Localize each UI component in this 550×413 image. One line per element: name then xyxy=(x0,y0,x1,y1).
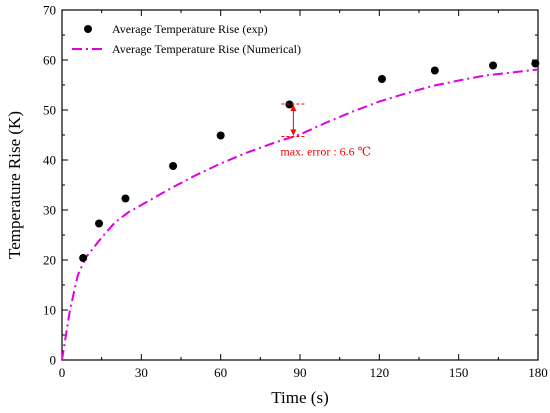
x-tick-label: 60 xyxy=(214,365,227,380)
exp-data-point xyxy=(285,100,294,109)
x-tick-label: 120 xyxy=(370,365,390,380)
exp-data-point xyxy=(489,61,498,70)
x-tick-label: 90 xyxy=(294,365,307,380)
exp-data-point xyxy=(377,75,386,83)
y-tick-label: 30 xyxy=(43,203,56,218)
error-annotation-label: max. error : 6.6 ℃ xyxy=(280,145,371,159)
plot-area: 0 30 60 90 120 150 180 0 10 20 30 40 50 60 70 Time (s) T… xyxy=(5,3,548,408)
exp-data-point xyxy=(121,194,130,203)
exp-data-point xyxy=(430,66,439,75)
y-tick-label: 50 xyxy=(43,103,56,118)
y-axis-title: Temperature Rise (K) xyxy=(5,111,24,259)
plot-frame xyxy=(61,9,539,361)
exp-data-point xyxy=(79,254,88,262)
annotation: max. error : 6.6 ℃ xyxy=(280,103,371,159)
error-arrow-head-down xyxy=(290,129,297,136)
legend: Average Temperature Rise (exp) Average Te… xyxy=(72,22,301,56)
y-tick-label: 70 xyxy=(43,3,56,18)
exp-data-point xyxy=(95,219,104,228)
legend-exp-marker xyxy=(84,25,92,33)
y-tick-label: 0 xyxy=(50,353,57,368)
exp-data-point xyxy=(169,162,178,170)
error-arrow-head-up xyxy=(290,105,297,111)
exp-data-point xyxy=(216,131,225,140)
numerical-series-line xyxy=(61,68,539,361)
x-tick-label: 150 xyxy=(449,365,469,380)
y-tick-label: 40 xyxy=(43,153,56,168)
y-tick-label: 10 xyxy=(43,303,56,318)
legend-exp-label: Average Temperature Rise (exp) xyxy=(112,22,268,36)
y-tick-label: 60 xyxy=(43,53,56,68)
x-tick-label: 180 xyxy=(528,365,548,380)
legend-numerical-label: Average Temperature Rise (Numerical) xyxy=(112,42,301,56)
x-tick-label: 0 xyxy=(59,365,66,380)
y-tick-label: 20 xyxy=(43,253,56,268)
x-axis-title: Time (s) xyxy=(271,388,328,407)
x-tick-label: 30 xyxy=(135,365,148,380)
exp-data-point xyxy=(531,59,540,68)
